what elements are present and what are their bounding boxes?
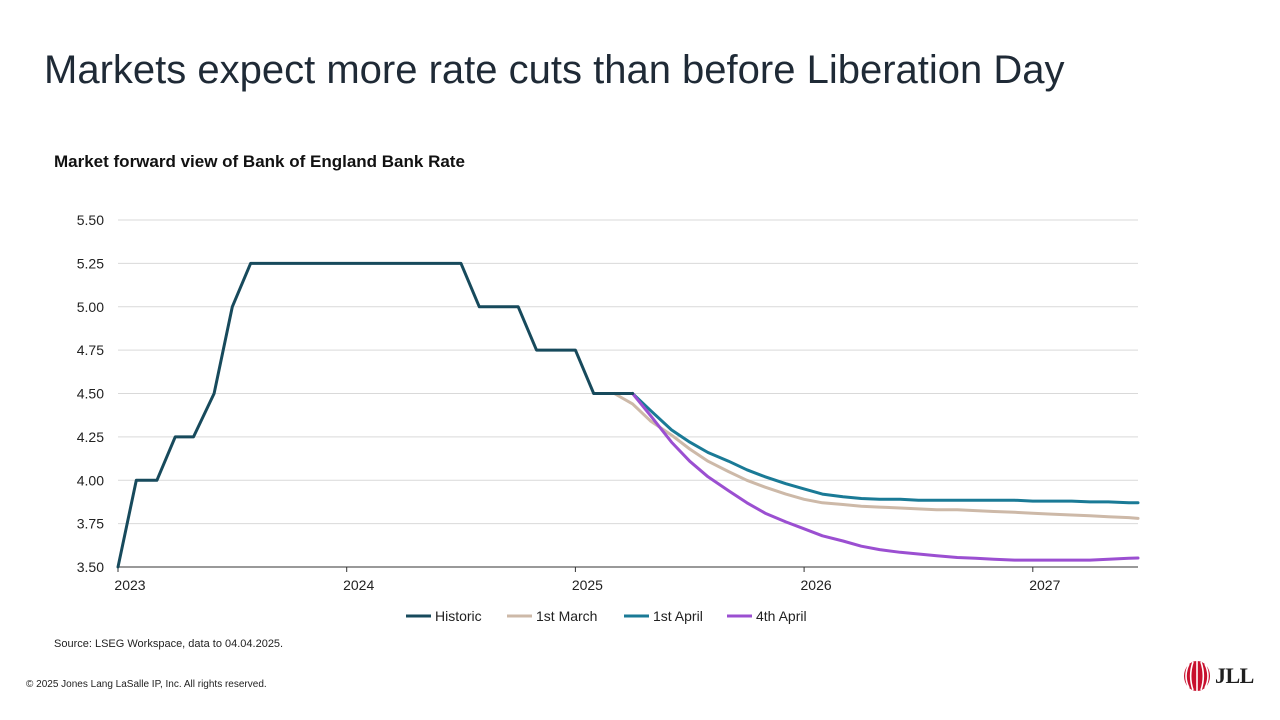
y-tick-label: 3.50	[77, 559, 104, 575]
y-tick-label: 5.00	[77, 299, 104, 315]
y-tick-label: 4.25	[77, 429, 104, 445]
legend-label: 1st April	[653, 608, 703, 624]
chart-title: Market forward view of Bank of England B…	[54, 152, 465, 171]
y-tick-label: 3.75	[77, 516, 104, 532]
jll-logo: JLL	[1182, 660, 1254, 692]
x-tick-label: 2027	[1029, 577, 1060, 593]
legend-label: 4th April	[756, 608, 807, 624]
logo-text: JLL	[1215, 663, 1254, 688]
y-tick-label: 4.00	[77, 472, 104, 488]
slide-title: Markets expect more rate cuts than befor…	[44, 48, 1065, 92]
source-note: Source: LSEG Workspace, data to 04.04.20…	[54, 638, 284, 650]
y-tick-label: 5.50	[77, 212, 104, 228]
series-line-1st-march	[612, 392, 1140, 520]
x-tick-label: 2026	[801, 577, 832, 593]
legend-label: 1st March	[536, 608, 597, 624]
copyright-note: © 2025 Jones Lang LaSalle IP, Inc. All r…	[26, 679, 267, 690]
legend-label: Historic	[435, 608, 482, 624]
x-tick-label: 2023	[114, 577, 145, 593]
y-tick-label: 4.50	[77, 386, 104, 402]
x-tick-label: 2025	[572, 577, 603, 593]
y-tick-label: 4.75	[77, 342, 104, 358]
series-line-1st-april	[631, 392, 1140, 505]
y-tick-label: 5.25	[77, 255, 104, 271]
series-line-historic	[116, 261, 635, 569]
jll-logo-icon	[1184, 661, 1210, 691]
series-line-4th-april	[631, 392, 1140, 562]
x-tick-label: 2024	[343, 577, 374, 593]
